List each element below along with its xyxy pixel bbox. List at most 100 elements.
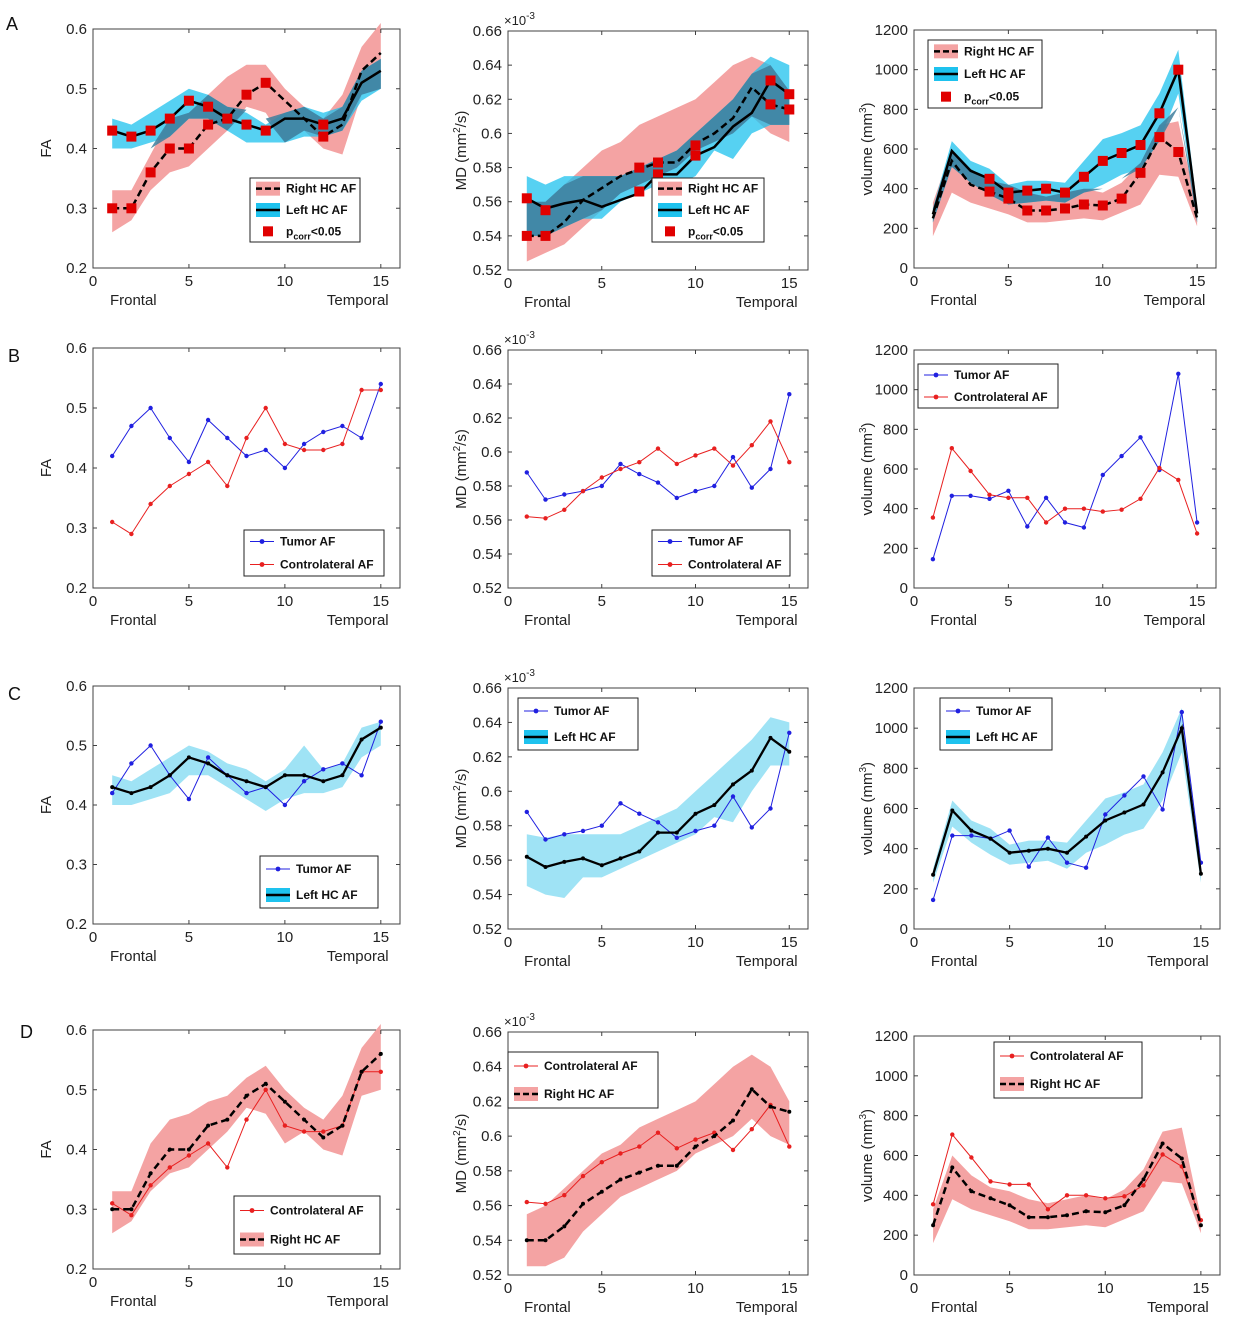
data-point <box>378 1051 383 1056</box>
y-tick-label: 0.66 <box>473 342 502 359</box>
y-axis-label: volume (mm3) <box>858 1109 876 1202</box>
y-tick-label: 0.2 <box>66 1261 87 1278</box>
y-tick-label: 1200 <box>875 1028 908 1045</box>
x-tick-label: 5 <box>598 593 606 610</box>
data-point <box>1122 793 1127 798</box>
data-point <box>148 405 153 411</box>
y-tick-label: 0.66 <box>473 1024 502 1041</box>
data-point <box>244 779 249 784</box>
data-point <box>1103 1196 1108 1201</box>
data-point <box>562 1224 567 1229</box>
x-tick-label: 10 <box>687 275 704 292</box>
x-tick-label: 10 <box>687 593 704 610</box>
y-axis-label: MD (mm2/s) <box>452 769 470 849</box>
data-point <box>244 453 249 459</box>
data-point <box>580 828 586 834</box>
y-tick-label: 0.58 <box>473 478 502 495</box>
y-tick-label: 0.66 <box>473 23 502 40</box>
data-point <box>225 1117 230 1122</box>
y-tick-label: 0.64 <box>473 57 502 74</box>
legend-label: Tumor AF <box>296 862 351 876</box>
y-tick-label: 800 <box>883 101 908 118</box>
x-tick-label: 0 <box>89 929 97 946</box>
y-tick-label: 0.4 <box>66 1142 87 1159</box>
y-axis-label: FA <box>38 1140 55 1158</box>
legend-dot <box>933 394 939 400</box>
data-point <box>731 782 735 787</box>
y-tick-label: 0.3 <box>66 200 87 217</box>
y-tick-label: 0.52 <box>473 1267 502 1284</box>
row-label-a: A <box>6 14 19 34</box>
y-axis-label: FA <box>38 796 55 814</box>
y-tick-label: 200 <box>883 1227 908 1244</box>
x-tick-label: 10 <box>277 593 294 610</box>
significance-marker <box>126 203 137 214</box>
data-point <box>129 761 134 766</box>
x-label-temporal: Temporal <box>1144 612 1206 629</box>
y-tick-label: 400 <box>883 841 908 858</box>
data-point <box>712 823 717 828</box>
data-point <box>302 773 307 778</box>
data-point <box>949 446 954 451</box>
x-tick-label: 5 <box>185 929 193 946</box>
legend-label: Right HC AF <box>688 182 758 196</box>
data-point <box>321 447 326 453</box>
data-point <box>282 802 288 808</box>
y-tick-label: 0.54 <box>473 1232 502 1249</box>
significance-marker <box>1060 203 1070 214</box>
significance-marker <box>318 131 329 142</box>
legend-label: Tumor AF <box>280 535 335 549</box>
x-tick-label: 5 <box>598 1280 606 1297</box>
data-point <box>969 1155 974 1160</box>
data-point <box>987 496 992 501</box>
data-point <box>1025 524 1030 529</box>
legend-marker <box>263 226 273 237</box>
data-point <box>655 820 661 825</box>
significance-marker <box>634 186 645 197</box>
data-point <box>340 1123 345 1128</box>
data-point <box>1141 1183 1146 1188</box>
data-point <box>340 423 345 429</box>
y-tick-label: 0.62 <box>473 1093 502 1110</box>
y-tick-label: 0.5 <box>66 1082 87 1099</box>
y-axis-label: volume (mm3) <box>858 422 876 515</box>
data-point <box>543 497 548 502</box>
x-label-frontal: Frontal <box>524 612 571 629</box>
y-axis-label: MD (mm2/s) <box>452 1114 470 1194</box>
data-point <box>186 1153 192 1158</box>
y-tick-label: 0.5 <box>66 738 87 755</box>
legend-label: pcorr<0.05 <box>688 224 744 241</box>
significance-marker <box>260 125 271 136</box>
band-right-hc-af <box>526 1054 790 1267</box>
band-left-hc-af <box>933 708 1201 883</box>
y-tick-label: 600 <box>883 461 908 478</box>
data-point <box>637 471 642 477</box>
band-right-hc-af <box>933 1127 1201 1244</box>
data-point <box>110 453 115 459</box>
axis-exponent: ×10-3 <box>504 668 535 685</box>
legend: Right HC AF Left HC AF pcorr<0.05 <box>249 177 361 243</box>
y-tick-label: 400 <box>883 501 908 518</box>
data-point <box>110 1201 115 1206</box>
chart-a-vol: 0 200 400 600 800 1000 1200 0 5 10 15 Frontal Tempor… <box>858 22 1217 309</box>
x-tick-label: 15 <box>1193 1280 1210 1297</box>
data-point <box>930 897 936 903</box>
data-point <box>618 856 623 861</box>
x-label-frontal: Frontal <box>930 612 977 629</box>
axis-exponent: ×10-3 <box>504 11 535 28</box>
x-tick-label: 5 <box>1004 273 1012 290</box>
x-label-frontal: Frontal <box>931 1299 978 1316</box>
data-point <box>359 773 364 778</box>
y-tick-label: 0.6 <box>481 444 502 461</box>
legend: Tumor AF Left HC AF <box>517 697 639 751</box>
significance-marker <box>765 99 776 110</box>
data-point <box>1160 807 1165 812</box>
data-point <box>599 483 604 489</box>
data-point <box>562 832 567 837</box>
significance-marker <box>1041 205 1052 216</box>
data-point <box>1026 1182 1032 1187</box>
data-point <box>148 1183 153 1188</box>
data-point <box>340 441 345 447</box>
significance-marker <box>1022 205 1033 216</box>
legend: Tumor AF Controlateral AF <box>917 363 1059 409</box>
